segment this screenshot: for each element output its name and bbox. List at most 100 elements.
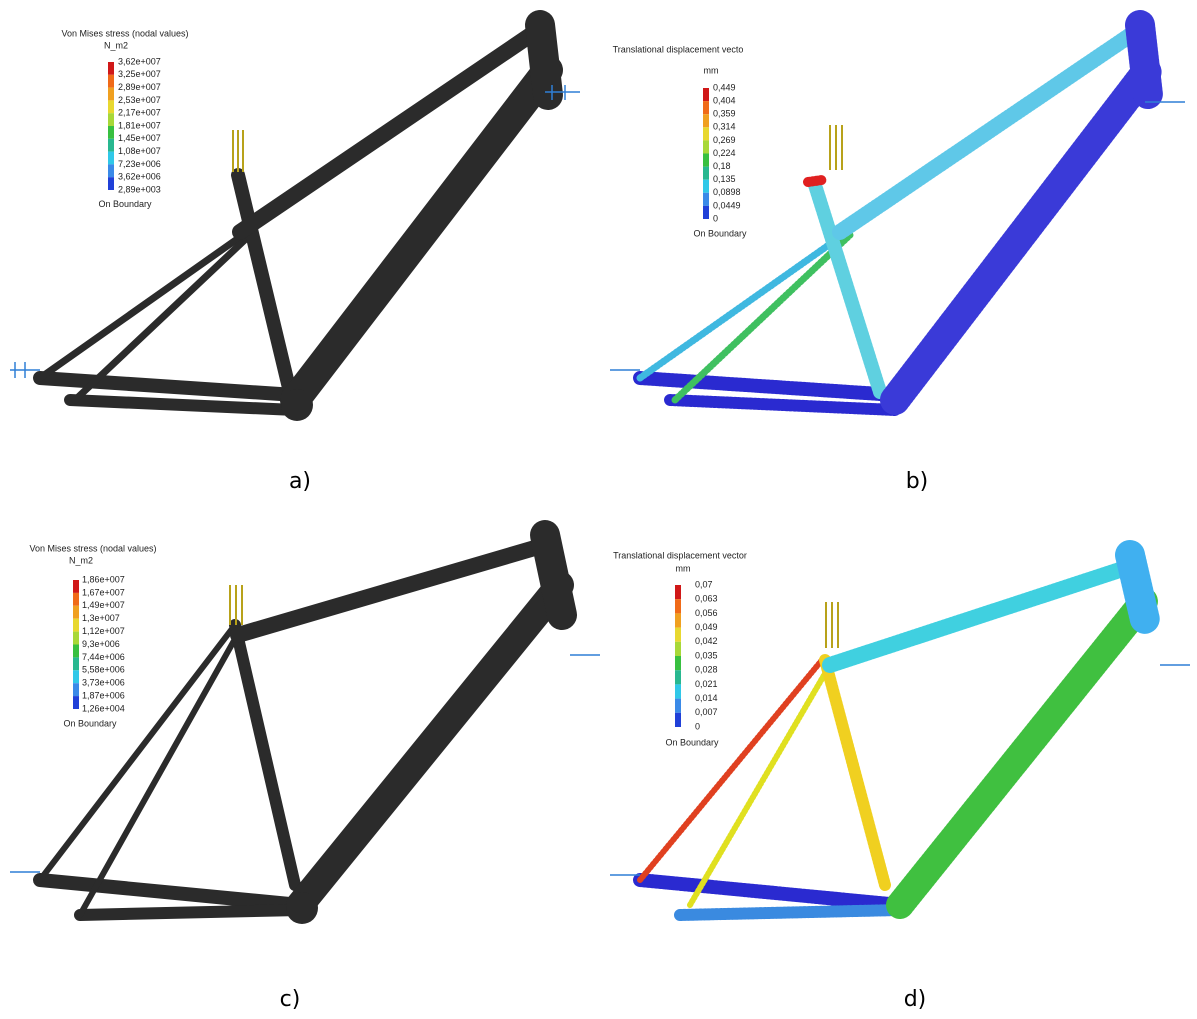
legend-label: 0,042 <box>695 636 718 646</box>
legend-title: Translational displacement vecto <box>613 44 744 54</box>
colorbar-segment <box>73 632 79 645</box>
colorbar-segment <box>73 619 79 632</box>
colorbar-segment <box>108 126 114 139</box>
colorbar-segment <box>108 152 114 165</box>
legend-label: 2,17e+007 <box>118 108 161 118</box>
legend-label: 0,359 <box>713 109 736 119</box>
legend-label: 3,25e+007 <box>118 69 161 79</box>
legend-footer: On Boundary <box>665 738 719 748</box>
colorbar-segment <box>108 139 114 152</box>
colorbar-segment <box>703 180 709 193</box>
legend-label: 3,62e+007 <box>118 56 161 66</box>
legend-label: 1,08e+007 <box>118 146 161 156</box>
figure: Von Mises stress (nodal values) N_m2 3,62e… <box>0 0 1197 1019</box>
colorbar-segment <box>703 88 709 101</box>
legend-label: 1,12e+007 <box>82 626 125 636</box>
legend-label: 9,3e+006 <box>82 639 120 649</box>
legend-label: 0,0898 <box>713 187 741 197</box>
legend-title: Translational displacement vector <box>613 550 747 560</box>
legend-label: 0,449 <box>713 82 736 92</box>
legend-label: 0,049 <box>695 622 718 632</box>
colorbar-segment <box>703 167 709 180</box>
colorbar-segment <box>73 670 79 683</box>
legend-label: 0,014 <box>695 693 718 703</box>
colorbar-segment <box>675 713 681 727</box>
legend-label: 0,021 <box>695 679 718 689</box>
colorbar-segment <box>703 206 709 219</box>
colorbar-segment <box>108 62 114 75</box>
colorbar-segment <box>108 100 114 113</box>
legend-unit: mm <box>704 65 719 75</box>
legend-label: 0,007 <box>695 707 718 717</box>
legend-label: 3,73e+006 <box>82 678 125 688</box>
legend-label: 1,26e+004 <box>82 703 125 713</box>
legend-unit: N_m2 <box>69 555 93 565</box>
legend-label: 2,89e+007 <box>118 82 161 92</box>
legend-label: 1,87e+006 <box>82 690 125 700</box>
legend-label: 0,269 <box>713 135 736 145</box>
colorbar-segment <box>675 613 681 627</box>
colorbar-segment <box>675 642 681 656</box>
colorbar-segment <box>675 670 681 684</box>
legend-unit: N_m2 <box>104 40 128 50</box>
legend-label: 0,135 <box>713 174 736 184</box>
legend-label: 5,58e+006 <box>82 665 125 675</box>
colorbar-segment <box>675 656 681 670</box>
colorbar-segment <box>73 580 79 593</box>
colorbar-segment <box>675 684 681 698</box>
colorbar-segment <box>73 696 79 709</box>
colorbar-segment <box>703 101 709 114</box>
colorbar-segment <box>73 657 79 670</box>
colorbar-segment <box>73 645 79 658</box>
colorbar-segment <box>108 177 114 190</box>
legend-label: 1,49e+007 <box>82 600 125 610</box>
legend-label: 1,81e+007 <box>118 120 161 130</box>
colorbar-segment <box>675 599 681 613</box>
colorbar-segment <box>675 699 681 713</box>
colorbar-segment <box>108 88 114 101</box>
colorbar-segment <box>675 628 681 642</box>
frame-a <box>40 25 548 421</box>
legend-label: 0 <box>695 721 700 731</box>
legend-label: 0 <box>713 213 718 223</box>
legend-label: 0,224 <box>713 148 736 158</box>
legend-label: 1,67e+007 <box>82 587 125 597</box>
legend-unit: mm <box>676 563 691 573</box>
legend-label: 2,89e+003 <box>118 184 161 194</box>
legend-title: Von Mises stress (nodal values) <box>29 543 156 553</box>
legend-title: Von Mises stress (nodal values) <box>61 28 188 38</box>
caption: c) <box>280 987 301 1012</box>
colorbar-segment <box>675 585 681 599</box>
legend-label: 0,063 <box>695 594 718 604</box>
colorbar-segment <box>108 113 114 126</box>
legend-label: 7,44e+006 <box>82 652 125 662</box>
colorbar-segment <box>73 683 79 696</box>
legend-label: 0,07 <box>695 579 713 589</box>
colorbar-segment <box>703 154 709 167</box>
legend-label: 0,056 <box>695 608 718 618</box>
colorbar-segment <box>703 114 709 127</box>
legend-footer: On Boundary <box>98 199 152 209</box>
legend-label: 0,404 <box>713 95 736 105</box>
legend-label: 1,3e+007 <box>82 613 120 623</box>
legend-label: 1,45e+007 <box>118 133 161 143</box>
colorbar-segment <box>703 127 709 140</box>
caption: b) <box>906 469 929 494</box>
colorbar-segment <box>73 606 79 619</box>
legend-footer: On Boundary <box>693 228 747 238</box>
legend-footer: On Boundary <box>63 718 117 728</box>
legend-label: 0,0449 <box>713 200 741 210</box>
colorbar-segment <box>703 193 709 206</box>
legend-label: 0,18 <box>713 161 731 171</box>
colorbar-segment <box>703 140 709 153</box>
colorbar-segment <box>73 593 79 606</box>
colorbar-segment <box>108 164 114 177</box>
legend-label: 1,86e+007 <box>82 574 125 584</box>
colorbar-segment <box>108 75 114 88</box>
caption: d) <box>904 987 927 1012</box>
legend-label: 2,53e+007 <box>118 95 161 105</box>
legend-label: 3,62e+006 <box>118 172 161 182</box>
legend-label: 0,035 <box>695 650 718 660</box>
legend-label: 0,028 <box>695 665 718 675</box>
caption: a) <box>289 469 311 494</box>
